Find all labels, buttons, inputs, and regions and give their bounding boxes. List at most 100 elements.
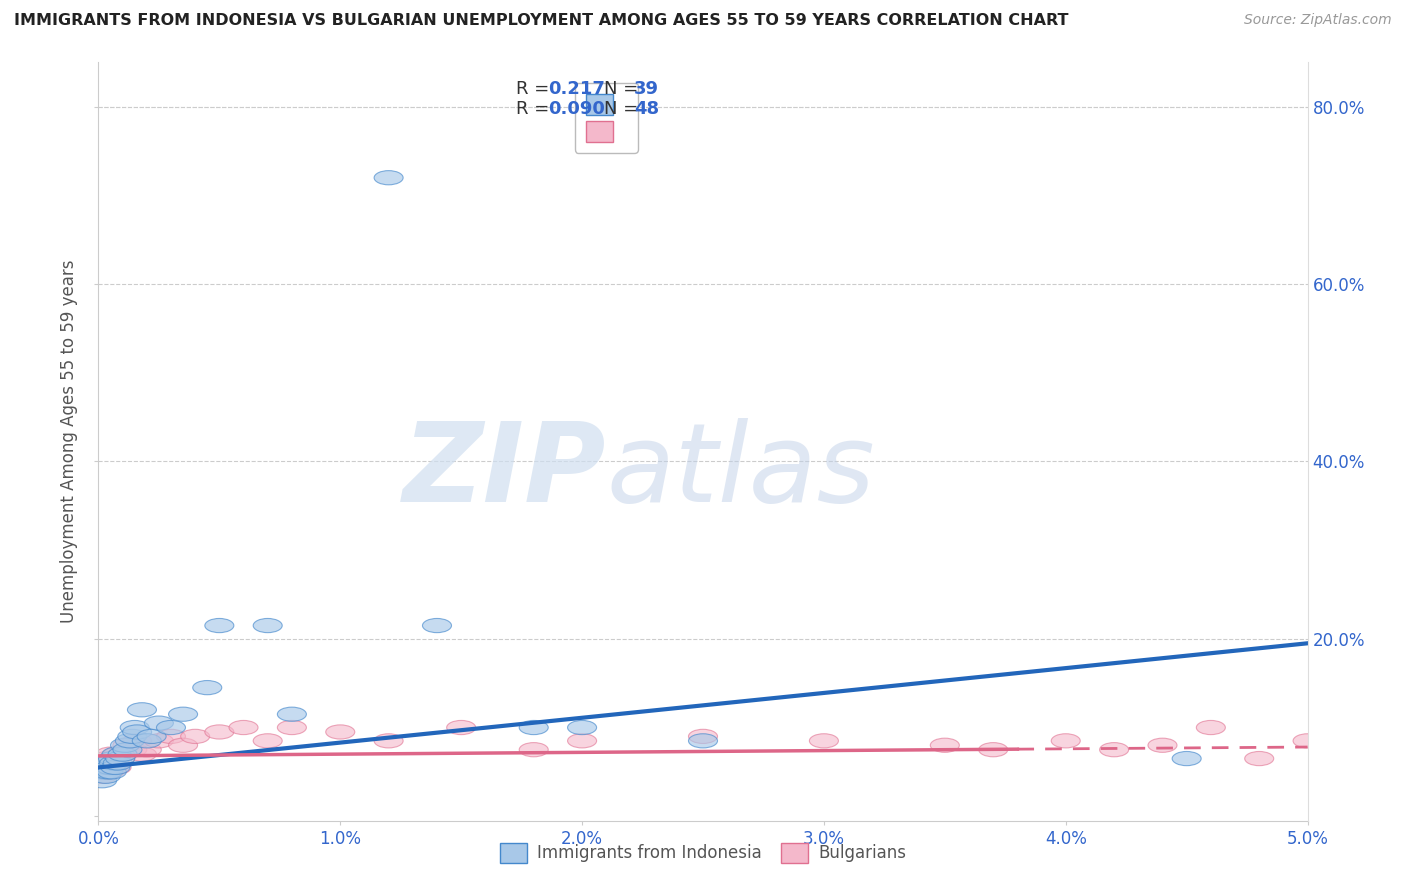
Ellipse shape xyxy=(253,618,283,632)
Ellipse shape xyxy=(277,721,307,735)
Ellipse shape xyxy=(132,734,162,747)
Ellipse shape xyxy=(128,703,156,717)
Ellipse shape xyxy=(94,756,124,770)
Ellipse shape xyxy=(169,739,198,752)
Ellipse shape xyxy=(1244,751,1274,765)
Ellipse shape xyxy=(93,751,121,765)
Legend: Immigrants from Indonesia, Bulgarians: Immigrants from Indonesia, Bulgarians xyxy=(494,837,912,869)
Ellipse shape xyxy=(519,743,548,756)
Ellipse shape xyxy=(979,743,1008,756)
Ellipse shape xyxy=(326,725,354,739)
Ellipse shape xyxy=(100,756,129,770)
Ellipse shape xyxy=(145,716,173,731)
Ellipse shape xyxy=(112,739,142,752)
Text: 0.090: 0.090 xyxy=(548,101,605,119)
Ellipse shape xyxy=(115,734,145,747)
Text: atlas: atlas xyxy=(606,418,875,525)
Ellipse shape xyxy=(145,734,173,747)
Ellipse shape xyxy=(90,764,120,779)
Ellipse shape xyxy=(128,747,156,761)
Text: IMMIGRANTS FROM INDONESIA VS BULGARIAN UNEMPLOYMENT AMONG AGES 55 TO 59 YEARS CO: IMMIGRANTS FROM INDONESIA VS BULGARIAN U… xyxy=(14,13,1069,29)
Ellipse shape xyxy=(689,730,717,744)
Ellipse shape xyxy=(156,721,186,735)
Text: 48: 48 xyxy=(634,101,659,119)
Ellipse shape xyxy=(1341,734,1371,747)
Ellipse shape xyxy=(689,734,717,747)
Ellipse shape xyxy=(568,734,596,747)
Ellipse shape xyxy=(100,751,129,765)
Text: N =: N = xyxy=(603,80,644,98)
Ellipse shape xyxy=(277,707,307,722)
Ellipse shape xyxy=(931,739,959,752)
Ellipse shape xyxy=(98,751,128,765)
Ellipse shape xyxy=(122,734,152,747)
Ellipse shape xyxy=(86,764,115,779)
Ellipse shape xyxy=(103,760,131,774)
Ellipse shape xyxy=(1389,734,1406,747)
Ellipse shape xyxy=(97,764,127,779)
Ellipse shape xyxy=(1173,751,1201,765)
Ellipse shape xyxy=(519,721,548,735)
Ellipse shape xyxy=(122,725,152,739)
Ellipse shape xyxy=(447,721,475,735)
Ellipse shape xyxy=(98,760,128,774)
Ellipse shape xyxy=(111,739,139,752)
Ellipse shape xyxy=(101,760,129,774)
Ellipse shape xyxy=(105,751,135,765)
Ellipse shape xyxy=(94,764,124,779)
Ellipse shape xyxy=(105,751,135,765)
Ellipse shape xyxy=(94,764,122,779)
Ellipse shape xyxy=(374,170,404,185)
Ellipse shape xyxy=(374,734,404,747)
Ellipse shape xyxy=(1052,734,1080,747)
Ellipse shape xyxy=(86,760,114,774)
Ellipse shape xyxy=(180,730,209,744)
Ellipse shape xyxy=(108,747,138,761)
Text: 0.217: 0.217 xyxy=(548,80,605,98)
Ellipse shape xyxy=(138,730,166,744)
Ellipse shape xyxy=(112,743,142,756)
Text: ZIP: ZIP xyxy=(402,418,606,525)
Ellipse shape xyxy=(1147,739,1177,752)
Ellipse shape xyxy=(91,764,120,779)
Text: R =: R = xyxy=(516,80,554,98)
Text: N =: N = xyxy=(603,101,644,119)
Ellipse shape xyxy=(86,764,115,779)
Ellipse shape xyxy=(103,756,132,770)
Ellipse shape xyxy=(94,760,122,774)
Ellipse shape xyxy=(193,681,222,695)
Ellipse shape xyxy=(132,743,162,756)
Ellipse shape xyxy=(118,743,146,756)
Ellipse shape xyxy=(118,730,146,744)
Ellipse shape xyxy=(89,756,118,770)
Ellipse shape xyxy=(568,721,596,735)
Text: R =: R = xyxy=(516,101,554,119)
Ellipse shape xyxy=(93,760,121,774)
Ellipse shape xyxy=(91,769,120,783)
Ellipse shape xyxy=(87,769,117,783)
Ellipse shape xyxy=(1197,721,1226,735)
Ellipse shape xyxy=(103,747,132,761)
Ellipse shape xyxy=(90,760,120,774)
Text: Source: ZipAtlas.com: Source: ZipAtlas.com xyxy=(1244,13,1392,28)
Ellipse shape xyxy=(1099,743,1129,756)
Ellipse shape xyxy=(96,747,125,761)
Ellipse shape xyxy=(205,618,233,632)
Ellipse shape xyxy=(156,730,186,744)
Ellipse shape xyxy=(96,760,125,774)
Ellipse shape xyxy=(103,747,131,761)
Ellipse shape xyxy=(108,747,138,761)
Ellipse shape xyxy=(205,725,233,739)
Text: 39: 39 xyxy=(634,80,659,98)
Ellipse shape xyxy=(101,756,129,770)
Ellipse shape xyxy=(810,734,838,747)
Ellipse shape xyxy=(422,618,451,632)
Y-axis label: Unemployment Among Ages 55 to 59 years: Unemployment Among Ages 55 to 59 years xyxy=(60,260,79,624)
Ellipse shape xyxy=(169,707,198,722)
Ellipse shape xyxy=(1294,734,1322,747)
Ellipse shape xyxy=(229,721,259,735)
Ellipse shape xyxy=(87,773,117,788)
Ellipse shape xyxy=(120,721,149,735)
Ellipse shape xyxy=(253,734,283,747)
Ellipse shape xyxy=(89,756,118,770)
